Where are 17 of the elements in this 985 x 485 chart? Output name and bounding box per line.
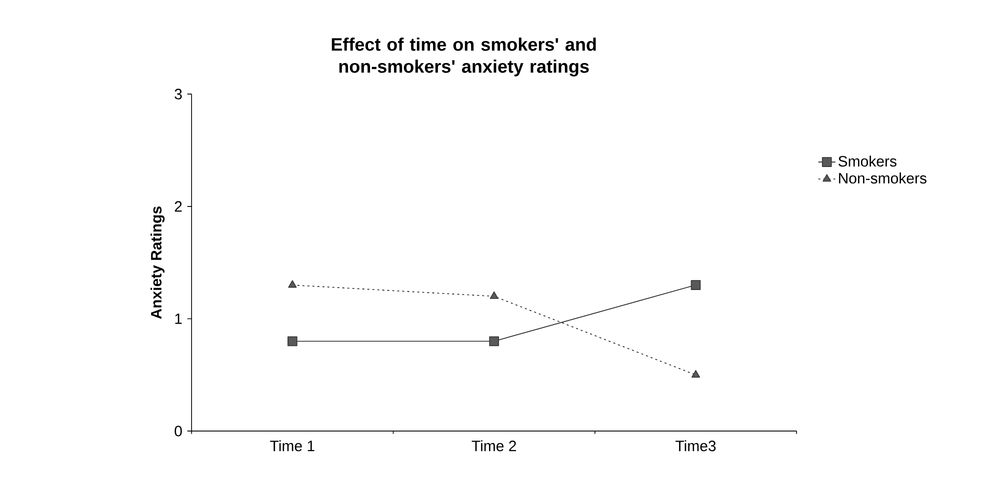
point: [490, 291, 498, 299]
y-tick-label: 0: [174, 426, 182, 436]
x-tick-label: Time3: [676, 440, 716, 452]
point: [489, 336, 499, 346]
legend-label: Smokers: [838, 156, 896, 167]
point: [691, 370, 700, 378]
point: [288, 336, 298, 346]
point: [690, 280, 701, 290]
y-axis-title: Anxiety Ratings: [150, 206, 165, 319]
x-tick-label: Time 2: [472, 440, 516, 452]
y-tick-label: 3: [174, 88, 182, 100]
chart-title: Effect of time on smokers' and non-smokers' anxiety ratings: [332, 38, 596, 76]
y-tick-label: 1: [175, 314, 182, 324]
point: [288, 280, 297, 288]
y-tick-label: 2: [174, 201, 182, 212]
x-tick-label: Time 1: [270, 440, 314, 452]
legend-label: Non-smokers: [839, 172, 926, 184]
